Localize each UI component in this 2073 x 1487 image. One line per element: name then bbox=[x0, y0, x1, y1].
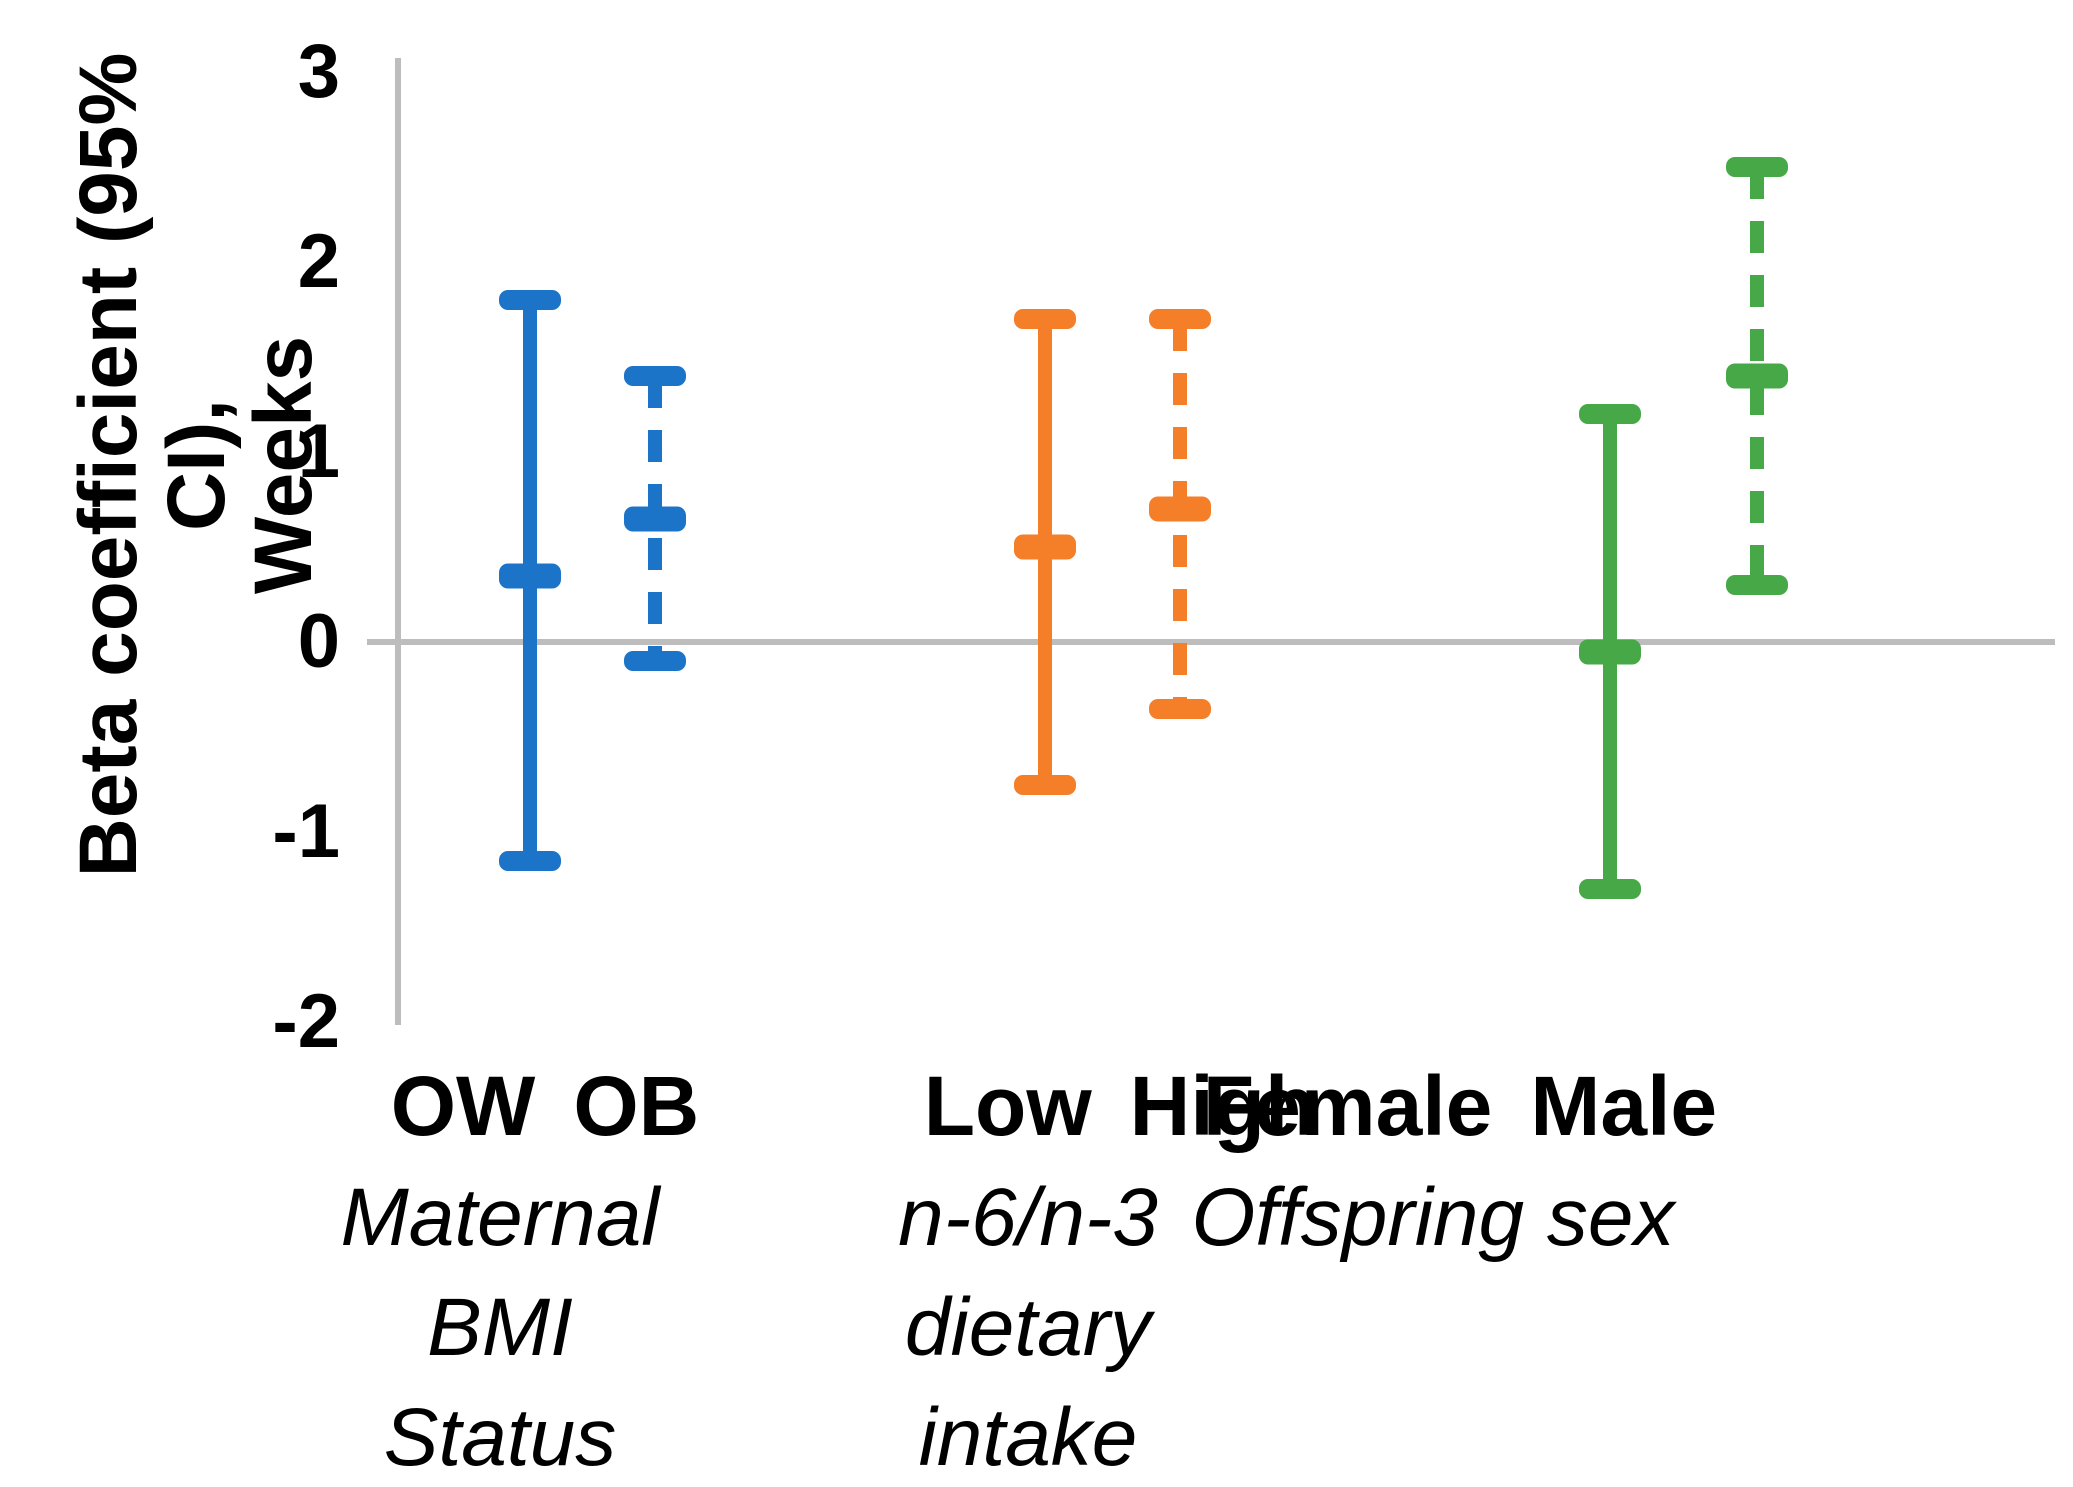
sublabel-line: dietary bbox=[904, 1282, 1152, 1373]
ci-upper-cap bbox=[1149, 309, 1211, 329]
zero-tick-mark bbox=[367, 639, 395, 645]
y-tick-label: -1 bbox=[272, 789, 340, 874]
ci-upper-cap bbox=[1726, 157, 1788, 177]
ci-upper-cap bbox=[1579, 404, 1641, 424]
mean-marker bbox=[499, 563, 561, 588]
sublabel-line: BMI bbox=[427, 1282, 573, 1373]
sublabel-line: intake bbox=[918, 1392, 1138, 1483]
y-tick-label: -2 bbox=[272, 979, 340, 1064]
ci-lower-cap bbox=[624, 651, 686, 671]
mean-marker bbox=[1579, 639, 1641, 664]
ci-lower-cap bbox=[1579, 879, 1641, 899]
y-tick-label: 1 bbox=[297, 409, 340, 494]
y-axis-line bbox=[395, 58, 401, 1025]
sublabel-line: n-6/n-3 bbox=[898, 1172, 1158, 1263]
mean-marker bbox=[1726, 363, 1788, 389]
y-tick-label: 2 bbox=[297, 219, 340, 304]
ci-lower-cap bbox=[1726, 575, 1788, 595]
zero-gridline bbox=[395, 639, 2055, 645]
group-sublabel-diet: n-6/n-3 dietary intake bbox=[898, 1163, 1158, 1487]
ci-lower-cap bbox=[1149, 698, 1211, 719]
category-label-low: Low bbox=[923, 1059, 1092, 1153]
group-sublabel-sex: Offspring sex bbox=[1191, 1163, 1674, 1273]
ci-lower-cap bbox=[1014, 774, 1076, 795]
ci-upper-cap bbox=[624, 366, 686, 386]
mean-marker bbox=[1149, 496, 1211, 522]
category-label-ow: OW bbox=[390, 1059, 536, 1153]
sublabel-line: Offspring sex bbox=[1191, 1172, 1675, 1263]
mean-marker bbox=[624, 506, 686, 531]
category-label-female: Female bbox=[1202, 1059, 1493, 1153]
ci-lower-cap bbox=[499, 850, 561, 871]
ci-upper-cap bbox=[499, 290, 561, 310]
y-tick-label: 0 bbox=[297, 599, 340, 684]
category-label-male: Male bbox=[1530, 1059, 1718, 1153]
group-label-sex: Female Male bbox=[1203, 1058, 1717, 1154]
group-label-bmi: OW OB bbox=[391, 1058, 700, 1154]
sublabel-line: Maternal bbox=[340, 1172, 660, 1263]
group-sublabel-bmi: Maternal BMI Status bbox=[340, 1163, 659, 1487]
category-label-ob: OB bbox=[573, 1059, 700, 1153]
mean-marker bbox=[1014, 534, 1076, 560]
y-tick-label: 3 bbox=[297, 29, 340, 114]
sublabel-line: Status bbox=[383, 1392, 617, 1483]
group-label-diet: Low High bbox=[924, 1058, 1317, 1154]
category-label-high: High bbox=[1129, 1059, 1317, 1153]
ci-upper-cap bbox=[1014, 309, 1076, 329]
